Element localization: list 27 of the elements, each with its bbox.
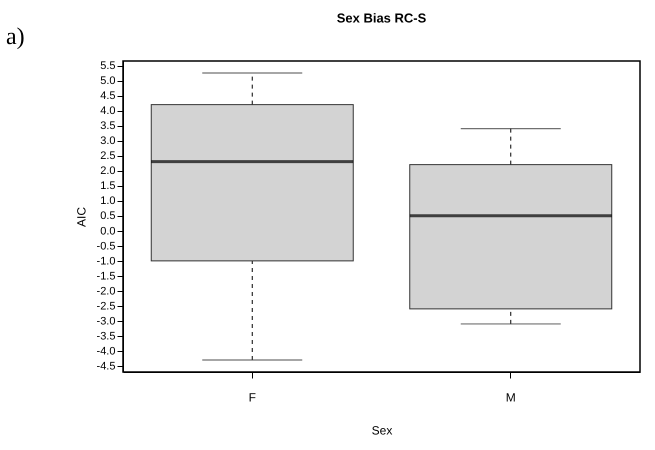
chart-title: Sex Bias RC-S [336, 10, 427, 26]
y-tick-label: -2.0 [96, 285, 116, 298]
x-axis-title: Sex [372, 424, 392, 438]
y-tick-label: -4.0 [96, 345, 116, 358]
y-tick-label: 5.0 [100, 75, 116, 88]
y-tick-label: 5.5 [100, 60, 116, 72]
y-tick-label: 0.5 [100, 210, 116, 222]
y-tick-label: -0.5 [96, 240, 116, 252]
text: a) [6, 24, 25, 51]
y-tick-label: -1.0 [96, 255, 116, 268]
y-tick-label: 2.0 [100, 165, 116, 178]
y-tick-label: 4.0 [100, 105, 116, 118]
y-tick-label: 4.5 [100, 90, 116, 102]
y-axis-title: AIC [74, 206, 89, 228]
y-tick-label: 0.0 [100, 225, 116, 238]
x-tick-label: M [506, 390, 516, 404]
y-tick-label: 2.5 [100, 150, 116, 162]
y-tick-label: -3.0 [96, 315, 116, 328]
x-tick-label: F [248, 390, 256, 404]
y-tick-label: -2.5 [96, 300, 116, 312]
y-tick-label: 3.0 [100, 135, 116, 148]
y-tick-label: 3.5 [100, 120, 116, 132]
y-tick-label: -4.5 [96, 360, 116, 372]
y-tick-label: -1.5 [96, 270, 116, 282]
y-tick-label: -3.5 [96, 330, 116, 342]
y-tick-label: 1.0 [100, 195, 116, 208]
y-tick-label: 1.5 [100, 180, 116, 192]
